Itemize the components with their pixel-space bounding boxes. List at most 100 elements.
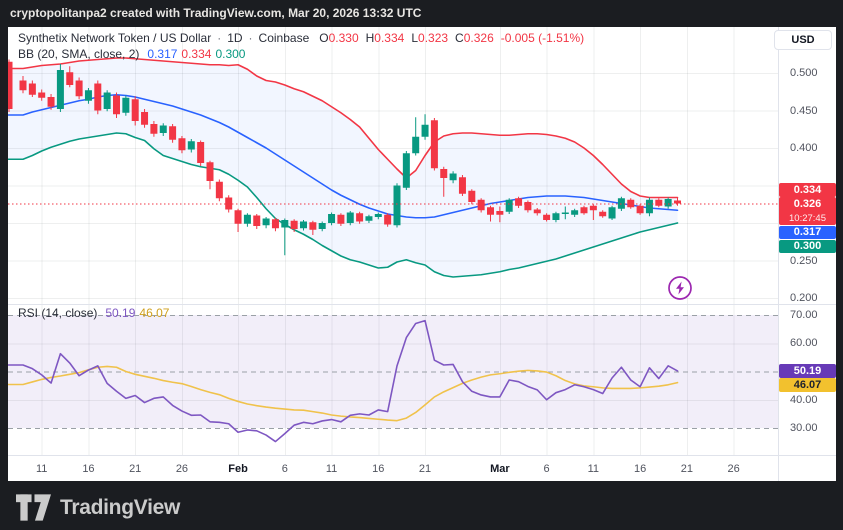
bb-upper-value: 0.334 — [181, 47, 212, 61]
candle-body — [19, 80, 27, 91]
time-tick-label: 6 — [543, 463, 550, 475]
candle-body — [412, 136, 420, 154]
candle-body — [206, 162, 214, 181]
bollinger-fill — [8, 58, 678, 277]
candle-body — [374, 214, 382, 217]
bollinger-upper-band — [8, 57, 679, 199]
candle-body — [159, 125, 167, 133]
candle-body — [664, 199, 672, 207]
legend-interval: 1D — [227, 31, 243, 45]
legend-symbol-text: Synthetix Network Token / US Dollar — [18, 31, 212, 45]
time-tick-label: 6 — [281, 463, 288, 475]
top-bar: cryptopolitanpa2 created with TradingVie… — [0, 0, 843, 27]
time-tick-label: 21 — [129, 463, 142, 475]
lightning-bolt-icon — [676, 281, 684, 295]
candle-body — [580, 207, 588, 214]
snapshot-attribution: cryptopolitanpa2 created with TradingVie… — [10, 6, 422, 20]
candle-body — [477, 199, 485, 211]
time-tick-label: 16 — [633, 463, 647, 475]
candle-body — [253, 215, 261, 226]
rsi-legend-name: RSI (14, close) — [18, 306, 98, 320]
bb-lower-value: 0.300 — [215, 47, 246, 61]
legend-change: -0.005 (-1.51%) — [500, 31, 585, 45]
rsi-ma-line — [8, 365, 679, 422]
bb-basis-axis-badge: 0.317 — [779, 226, 836, 239]
symbol-legend: Synthetix Network Token / US Dollar · 1D… — [18, 31, 584, 45]
candle-body — [28, 83, 36, 95]
candle-body — [636, 205, 644, 214]
candle-body — [47, 97, 55, 107]
candle-body — [8, 61, 13, 109]
candle-body — [356, 213, 364, 222]
rsi-ma-value: 46.07 — [139, 306, 170, 320]
candle-body — [458, 177, 466, 194]
candle-body — [318, 223, 326, 229]
candle-body — [599, 211, 607, 217]
current-price-badge: 0.326 10:27:45 — [779, 197, 836, 225]
currency-button[interactable]: USD — [774, 30, 832, 50]
candle-body — [328, 214, 336, 223]
bar-close-countdown: 10:27:45 — [789, 213, 826, 224]
legend-close: C0.326 — [455, 31, 494, 45]
price-tick-label: 0.250 — [790, 254, 818, 267]
candle-body — [430, 120, 438, 169]
tradingview-logo-icon — [16, 494, 51, 521]
candles-series — [8, 59, 681, 256]
candle-body — [533, 209, 541, 214]
candle-body — [552, 213, 560, 220]
time-tick-label: 26 — [727, 463, 740, 475]
candle-body — [94, 83, 102, 111]
candle-body — [421, 124, 429, 137]
candle-body — [84, 90, 92, 101]
quick-trade-lightning-button[interactable] — [668, 276, 692, 300]
rsi-line — [8, 319, 679, 443]
rsi-value: 50.19 — [105, 306, 136, 320]
candle-body — [627, 199, 635, 208]
candle-body — [290, 220, 298, 229]
candle-body — [262, 218, 270, 226]
rsi-tick-label: 30.00 — [790, 422, 818, 434]
rsi-tick-label: 60.00 — [790, 337, 818, 350]
candle-body — [561, 212, 569, 214]
candle-body — [234, 210, 242, 224]
candle-body — [122, 97, 130, 113]
bb-legend-name: BB (20, SMA, close, 2) — [18, 47, 140, 61]
time-tick-label: 11 — [325, 463, 338, 475]
candle-body — [524, 202, 532, 211]
candle-body — [215, 181, 223, 199]
candle-body — [365, 216, 373, 221]
rsi-tick-label: 40.00 — [790, 393, 818, 406]
price-tick-label: 0.450 — [790, 104, 818, 117]
ohlc-readout: O0.330 H0.334 L0.323 C0.326 -0.005 (-1.5… — [319, 31, 584, 45]
candle-body — [571, 210, 579, 215]
legend-low: L0.323 — [411, 31, 449, 45]
candle-body — [141, 112, 149, 125]
legend-separator: · — [217, 31, 222, 45]
candle-body — [589, 205, 597, 211]
tradingview-watermark[interactable]: TradingView — [16, 487, 180, 529]
time-tick-label: 11 — [35, 463, 48, 475]
rsi-ma-axis-badge: 46.07 — [779, 378, 836, 393]
candle-body — [440, 169, 448, 178]
candle-body — [131, 99, 139, 121]
time-tick-label: Mar — [490, 463, 510, 475]
bollinger-lower-band — [8, 132, 679, 278]
candle-body — [300, 221, 307, 229]
candle-body — [515, 198, 523, 206]
candle-body — [384, 214, 392, 225]
candle-body — [505, 199, 513, 212]
time-tick-label: 26 — [175, 463, 189, 475]
candle-body — [337, 214, 345, 224]
candle-body — [113, 95, 120, 115]
candle-body — [449, 173, 457, 181]
bb-legend: BB (20, SMA, close, 2) 0.317 0.334 0.300 — [18, 47, 245, 61]
candle-body — [66, 72, 74, 85]
candle-body — [346, 212, 354, 223]
rsi-axis-badge: 50.19 — [779, 363, 836, 378]
price-chart-canvas[interactable] — [8, 27, 836, 481]
candle-body — [655, 199, 663, 206]
legend-high: H0.334 — [365, 31, 405, 45]
time-tick-label: 16 — [82, 463, 95, 475]
price-tick-label: 0.500 — [790, 67, 818, 79]
rsi-band-fill — [8, 315, 778, 428]
